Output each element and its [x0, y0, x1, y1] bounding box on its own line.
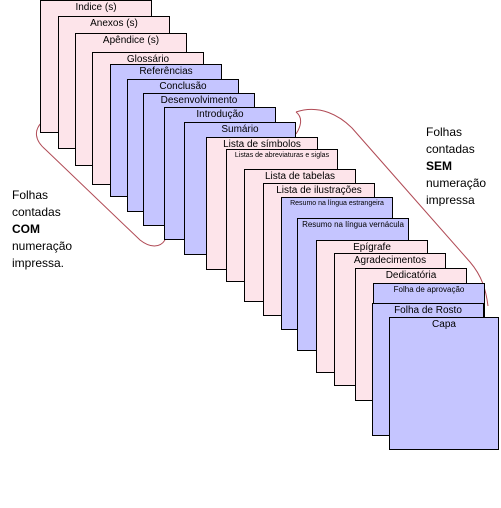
left-note-line2: contadas — [12, 205, 61, 219]
sheet-label: Apêndice (s) — [102, 35, 160, 46]
sheet-label: Lista de tabelas — [264, 171, 336, 182]
left-note-line4: impressa. — [12, 256, 65, 270]
right-note-line4: impressa — [426, 193, 475, 206]
sheet-label: Folha de aprovação — [393, 285, 465, 294]
sheet-label: Dedicatória — [385, 270, 437, 281]
left-note: Folhas contadas COM numeração impressa. — [12, 187, 72, 272]
sheet-label: Folha de Rosto — [394, 305, 462, 316]
sheet-label: Anexos (s) — [90, 18, 138, 29]
sheet-label: Sumário — [221, 124, 259, 135]
sheet-label: Lista de ilustrações — [276, 185, 362, 196]
left-brace — [36, 121, 166, 247]
left-note-line1: Folhas — [12, 188, 49, 202]
right-note: Folhas contadas SEM numeração impressa — [426, 124, 486, 206]
sheet-label: Epígrafe — [353, 242, 391, 253]
sheet-label: Listas de abreviaturas e siglas — [234, 152, 330, 159]
sheet-label: Resumo na língua vernácula — [302, 220, 404, 229]
sheet-label: Indice (s) — [75, 2, 117, 13]
sheet-label: Lista de símbolos — [223, 139, 301, 150]
right-note-line2: contadas — [426, 142, 475, 156]
left-note-line3: numeração — [12, 239, 73, 253]
right-brace — [295, 108, 489, 307]
sheet-21: Capa — [389, 317, 499, 450]
sheet-label: Introdução — [196, 109, 244, 120]
sheet-label: Referências — [139, 66, 193, 77]
left-note-bold: COM — [12, 222, 40, 236]
sheet-label: Glossário — [126, 54, 170, 65]
right-note-bold: SEM — [426, 159, 453, 173]
sheet-label: Conclusão — [159, 81, 207, 92]
right-note-line1: Folhas — [426, 125, 463, 139]
sheet-label: Desenvolvimento — [160, 95, 238, 106]
right-note-line3: numeração — [426, 176, 487, 190]
sheet-label: Resumo na língua estrangeira — [290, 200, 384, 207]
right-brace-upper — [295, 111, 302, 135]
sheet-label: Agradecimentos — [353, 255, 427, 266]
sheet-label: Capa — [432, 319, 456, 330]
